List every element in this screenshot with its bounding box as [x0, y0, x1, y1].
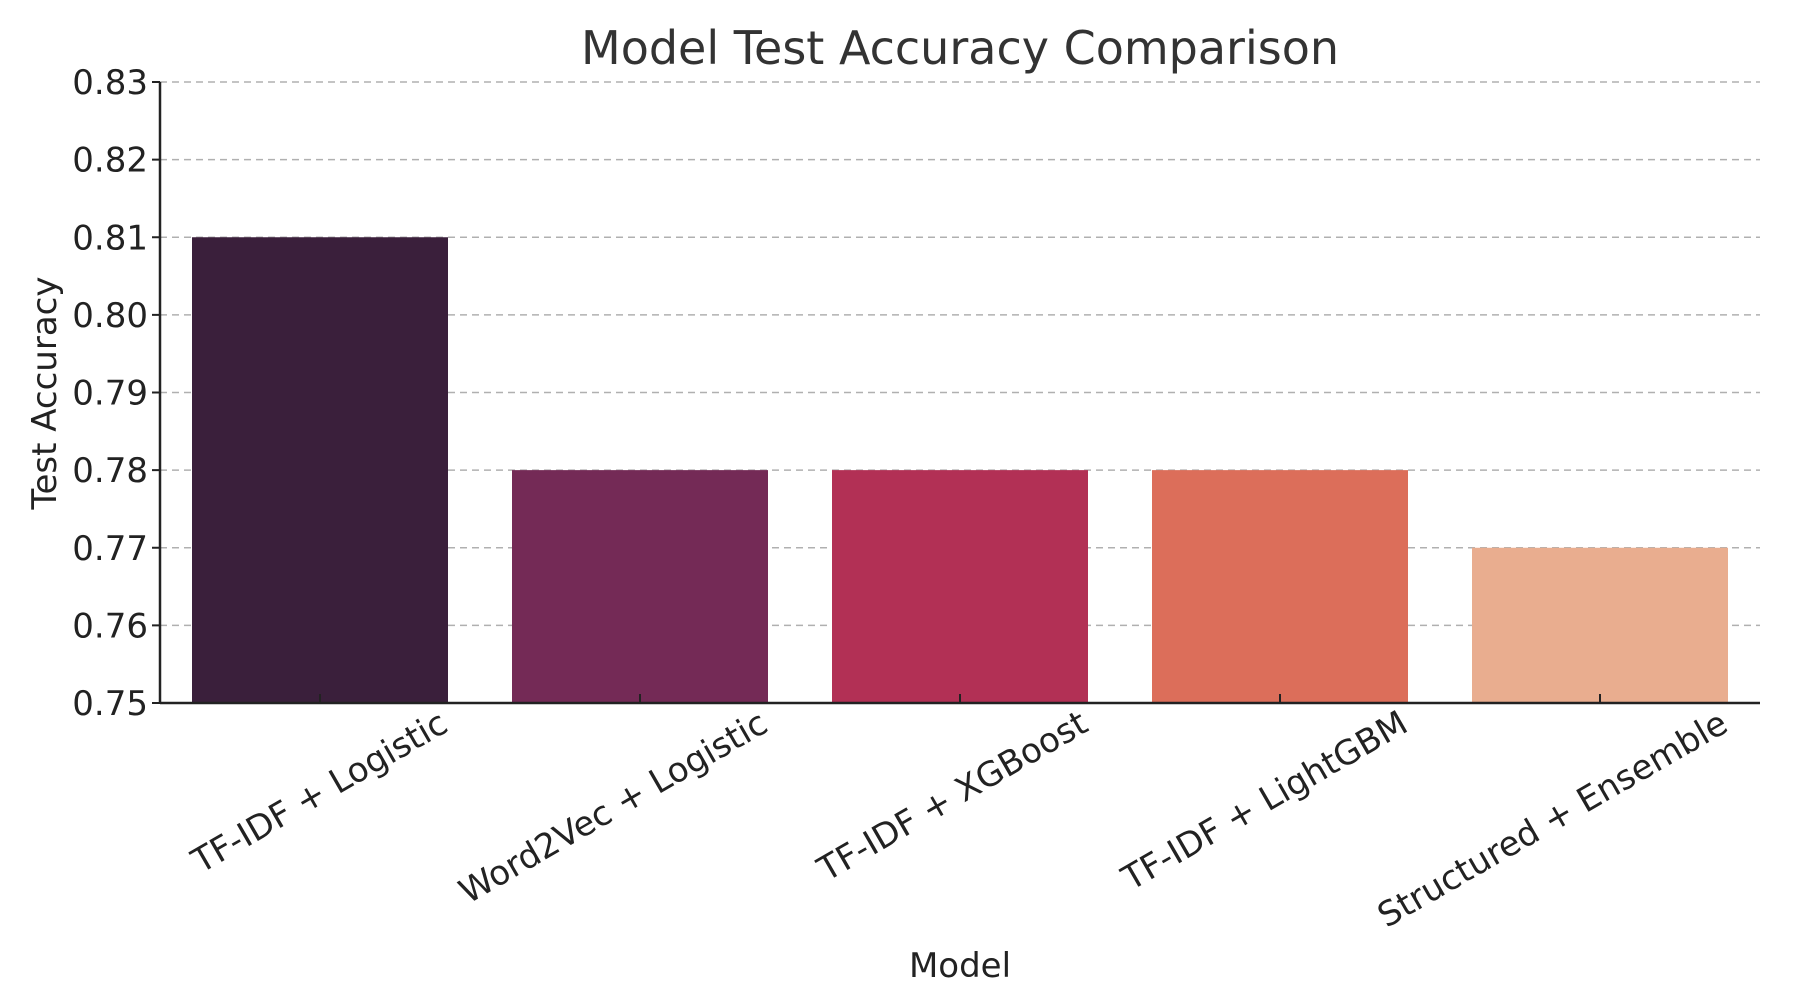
- bar-5: [1472, 547, 1728, 703]
- y-tick-label: 0.76: [72, 606, 148, 646]
- y-tick-label: 0.79: [72, 374, 148, 414]
- y-axis-label: Test Accuracy: [25, 277, 65, 511]
- chart-title: Model Test Accuracy Comparison: [581, 21, 1339, 75]
- x-tick-label: TF-IDF + XGBoost: [810, 703, 1094, 890]
- bar-3: [832, 470, 1088, 703]
- y-tick-label: 0.78: [72, 451, 148, 491]
- x-tick-label: Structured + Ensemble: [1371, 703, 1734, 936]
- y-tick-label: 0.77: [72, 529, 148, 569]
- bar-4: [1152, 470, 1408, 703]
- y-tick-label: 0.75: [72, 684, 148, 724]
- x-tick-label: Word2Vec + Logistic: [453, 703, 775, 912]
- axes: [152, 81, 1760, 705]
- x-tick-label: TF-IDF + LightGBM: [1114, 703, 1414, 899]
- y-tick-labels: 0.75 0.76 0.77 0.78 0.79 0.80 0.81 0.82 0.83: [72, 63, 148, 724]
- y-tick-label: 0.83: [72, 63, 148, 103]
- bars: [192, 237, 1728, 703]
- bar-1: [192, 237, 448, 703]
- y-tick-label: 0.82: [72, 141, 148, 181]
- y-tick-label: 0.81: [72, 218, 148, 258]
- x-tick-label: TF-IDF + Logistic: [184, 703, 454, 882]
- y-tick-label: 0.80: [72, 296, 148, 336]
- x-axis-label: Model: [909, 946, 1011, 986]
- bar-2: [512, 470, 768, 703]
